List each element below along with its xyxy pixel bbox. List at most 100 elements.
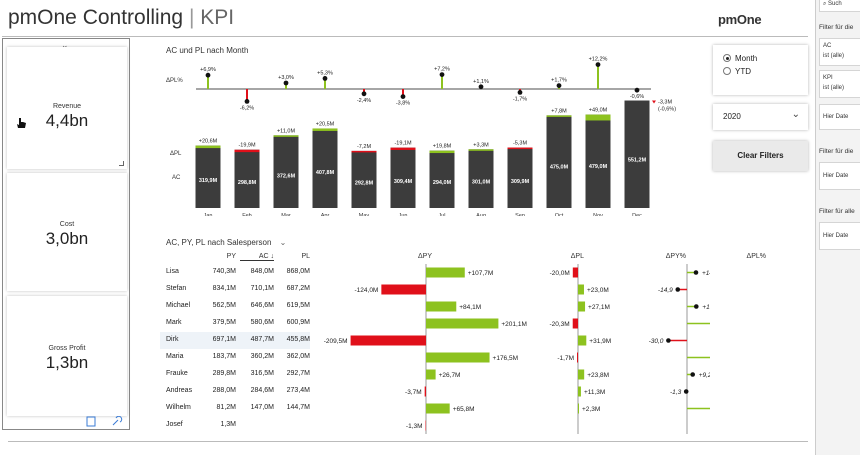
ac-bar-label: 292,8M [355, 180, 374, 186]
resize-handle-icon[interactable] [119, 161, 124, 166]
hand-cursor-icon [17, 118, 26, 128]
ac-bar [351, 150, 377, 208]
dpl-label: +49,0M [589, 108, 608, 114]
dpl-bar [578, 403, 579, 414]
dpl-label: -5,3M [513, 141, 527, 147]
salesperson-name[interactable]: Lisa [166, 268, 179, 275]
chevron-down-icon[interactable]: ⌄ [279, 238, 287, 247]
filter-pane[interactable]: ⌕ Such Filter für die AC ist (alle) KPI is… [815, 0, 860, 455]
dpl-label: -19,9M [238, 143, 256, 149]
ac-bar-label: 309,9M [511, 179, 530, 185]
dpl-pct-label: +6,9% [200, 67, 216, 73]
dpy-pct-pin-head [675, 287, 681, 292]
py-value: 183,7M [212, 353, 236, 360]
pl-value: 144,7M [286, 404, 310, 411]
row-highlight [160, 332, 310, 349]
dpl-delta-bar [507, 147, 533, 150]
salesperson-name[interactable]: Josef [166, 421, 183, 428]
dpy-label: +84,1M [459, 304, 481, 311]
dpl-bar [578, 386, 581, 397]
dpl-pct-label: +12,2% [589, 57, 608, 63]
dec-delta-label: -3,3M [658, 100, 672, 106]
ac-row-label: AC [172, 175, 181, 181]
monthly-chart[interactable]: ΔPL% ΔPL AC +6,9% -6,2% +3,0% +5,3% -2,4% -3,8% +… [160, 56, 705, 216]
pl-value: 362,0M [286, 353, 310, 360]
add-data-field[interactable]: Hier Date [819, 222, 860, 250]
sales-table[interactable]: PY AC ↓ PL ΔPY ΔPL ΔPY% ΔPL% +107,7M -20,0M +14,5… [160, 250, 766, 435]
dec-delta-pct-label: (-0,6%) [658, 107, 676, 113]
salesperson-name[interactable]: Michael [166, 302, 191, 309]
filter-title: KPI [823, 75, 833, 81]
dpl-pct-row-label: ΔPL% [166, 78, 183, 84]
col-header-pl[interactable]: PL [301, 253, 310, 260]
bookmark-icon [86, 416, 96, 427]
salesperson-name[interactable]: Andreas [166, 387, 193, 394]
dpl-delta-bar [546, 115, 572, 117]
ac-bar [507, 147, 533, 208]
py-value: 289,8M [212, 370, 236, 377]
radio-ytd[interactable]: YTD [723, 67, 751, 76]
filter-title: AC [823, 43, 832, 49]
dpy-pct-label: +15,0 [702, 304, 710, 311]
ac-bar-label: 551,2M [628, 158, 647, 164]
kpi-card-gross-profit[interactable]: Gross Profit 1,3bn [7, 296, 127, 416]
kpi-card-cost[interactable]: Cost 3,0bn [7, 173, 127, 291]
col-header-ac[interactable]: AC ↓ [240, 253, 274, 261]
dpl-label: +23,0M [587, 287, 609, 294]
dpl-bar [578, 369, 585, 380]
salesperson-name[interactable]: Wilhelm [166, 404, 191, 411]
ac-value: 487,7M [250, 336, 274, 343]
dpy-pct-label: +14,5 [702, 270, 710, 277]
ac-value: 360,2M [250, 353, 274, 360]
dpl-delta-bar [468, 149, 494, 151]
dpl-label: +23,8M [587, 372, 609, 379]
panel-footer-icons[interactable] [83, 416, 125, 428]
ac-value: 710,1M [250, 285, 274, 292]
year-dropdown[interactable]: 2020 ⌄ [713, 104, 808, 130]
col-header-py[interactable]: PY [226, 253, 236, 260]
ac-bar-label: 407,8M [316, 170, 335, 176]
dpy-pct-label: -30,0 [649, 338, 664, 345]
radio-month[interactable]: Month [723, 54, 757, 63]
col-header-dpl-pct[interactable]: ΔPL% [746, 253, 766, 260]
filter-search-input[interactable]: ⌕ Such [819, 0, 860, 12]
dpl-pct-pin-head [322, 76, 328, 81]
salesperson-name[interactable]: Frauke [166, 370, 188, 377]
dpl-delta-bar [312, 128, 338, 131]
dpl-pct-label: +7,2% [434, 67, 450, 73]
ac-bar [312, 128, 338, 208]
kpi-card-revenue[interactable]: Revenue 4,4bn [7, 47, 127, 169]
dpl-label: +2,3M [582, 406, 600, 413]
filter-card-ac[interactable]: AC ist (alle) [819, 38, 860, 66]
dpl-label: -7,2M [357, 144, 371, 150]
pl-value: 292,7M [286, 370, 310, 377]
dpl-pct-pin-head [361, 91, 367, 97]
dpl-bar [577, 352, 578, 363]
salesperson-name[interactable]: Dirk [166, 336, 179, 343]
salesperson-name[interactable]: Mark [166, 319, 182, 326]
salesperson-name[interactable]: Stefan [166, 285, 187, 292]
title-main: pmOne Controlling [8, 6, 184, 29]
add-data-field[interactable]: Hier Date [819, 104, 860, 130]
filter-card-kpi[interactable]: KPI ist (alle) [819, 70, 860, 98]
month-tick-label: Jan [204, 213, 213, 216]
ac-value: 316,5M [250, 370, 274, 377]
col-header-dpl[interactable]: ΔPL [570, 253, 584, 260]
ac-bar-label: 309,4M [394, 179, 413, 185]
add-data-field[interactable]: Hier Date [819, 162, 860, 190]
dpl-label: +27,1M [588, 304, 610, 311]
dpy-pct-label: -14,9 [658, 287, 673, 294]
col-header-dpy-pct[interactable]: ΔPY% [665, 253, 686, 260]
dpl-delta-bar [273, 135, 299, 137]
collapse-chevron-icon[interactable]: ⌄ [61, 41, 69, 51]
dpy-pct-label: +9,2 [699, 372, 710, 379]
col-header-dpy[interactable]: ΔPY [417, 253, 432, 260]
chevron-down-icon: ⌄ [791, 109, 800, 120]
ac-bar [234, 149, 260, 208]
dpl-bar [578, 284, 584, 295]
clear-filters-button[interactable]: Clear Filters [713, 141, 808, 171]
ac-bar [624, 100, 650, 208]
kpi-panel[interactable]: ⠿ ⌄ Revenue 4,4bn Cost 3,0bn Gross Profi… [2, 38, 130, 430]
period-slicer[interactable]: Month YTD [713, 45, 808, 95]
salesperson-name[interactable]: Maria [166, 353, 184, 360]
